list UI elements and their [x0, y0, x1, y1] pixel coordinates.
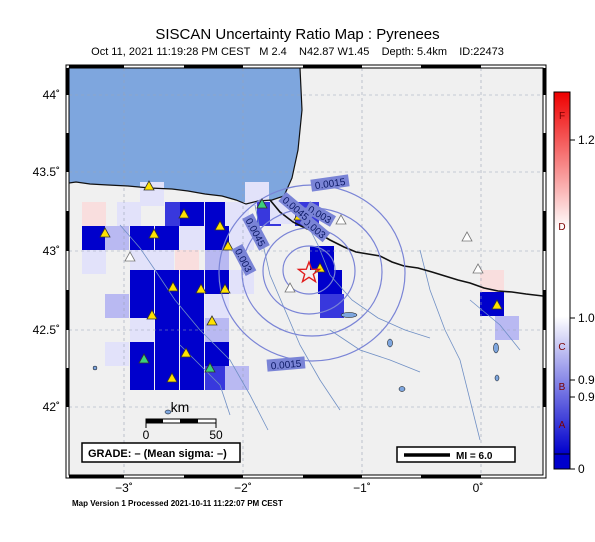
- coastline: [69, 68, 303, 205]
- grade-label: C: [558, 342, 565, 353]
- colorbar-swatch: [553, 453, 571, 470]
- scale-bar-title: km: [171, 399, 190, 415]
- lat-label: 43.5˚: [33, 165, 60, 179]
- grade-label: A: [559, 420, 566, 431]
- epicenter-star: [296, 260, 322, 284]
- graticule: [69, 68, 543, 475]
- lon-label: 0˚: [473, 481, 484, 495]
- grade-label: D: [558, 222, 565, 233]
- scale-bar-start: 0: [143, 428, 150, 442]
- sea-area: [69, 68, 302, 204]
- map-title: SISCAN Uncertainty Ratio Map : Pyrenees: [155, 26, 440, 43]
- grade-label: F: [559, 111, 565, 122]
- colorbar-value: 0.9: [578, 390, 595, 404]
- lat-label: 43˚: [43, 244, 60, 258]
- uncertainty-grid: [82, 182, 519, 390]
- contour-label: 0.0015: [270, 359, 302, 373]
- grade-box: GRADE: – (Mean sigma: –): [81, 442, 241, 463]
- map-version-footer: Map Version 1 Processed 2021-10-11 11:22…: [72, 499, 283, 508]
- mi-box: MI = 6.0: [396, 446, 516, 463]
- scale-bar-end: 50: [209, 428, 223, 442]
- lat-label: 44˚: [43, 88, 60, 102]
- grade-label: B: [559, 382, 566, 393]
- lat-label: 42˚: [43, 400, 60, 414]
- colorbar-gradient: [553, 91, 571, 455]
- colorbar-value: 0: [578, 462, 585, 476]
- colorbar-value: 1.2: [578, 133, 595, 147]
- map-frame: [65, 64, 547, 479]
- latitude-labels: 44˚ 43.5˚ 43˚ 42.5˚ 42˚: [33, 88, 60, 414]
- grade-text: GRADE: – (Mean sigma: –): [88, 448, 227, 460]
- reservoirs: [92, 312, 500, 415]
- contour-label: 0.0015: [314, 177, 346, 192]
- event-info: Oct 11, 2021 11:19:28 PM CEST M 2.4 N42.…: [91, 46, 504, 58]
- scale-bar: km 0 50: [143, 399, 223, 442]
- colorbar-value: 1.0: [578, 311, 595, 325]
- longitude-labels: −3˚ −2˚ −1˚ 0˚: [115, 481, 483, 495]
- lon-label: −3˚: [115, 481, 133, 495]
- mi-text: MI = 6.0: [456, 451, 493, 462]
- lat-label: 42.5˚: [33, 323, 60, 337]
- lon-label: −2˚: [234, 481, 252, 495]
- lon-label: −1˚: [353, 481, 371, 495]
- colorbar-value: 0.9: [578, 373, 595, 387]
- colorbar: F D C B A 1.2 1.0 0.9 0.9 0: [553, 91, 595, 476]
